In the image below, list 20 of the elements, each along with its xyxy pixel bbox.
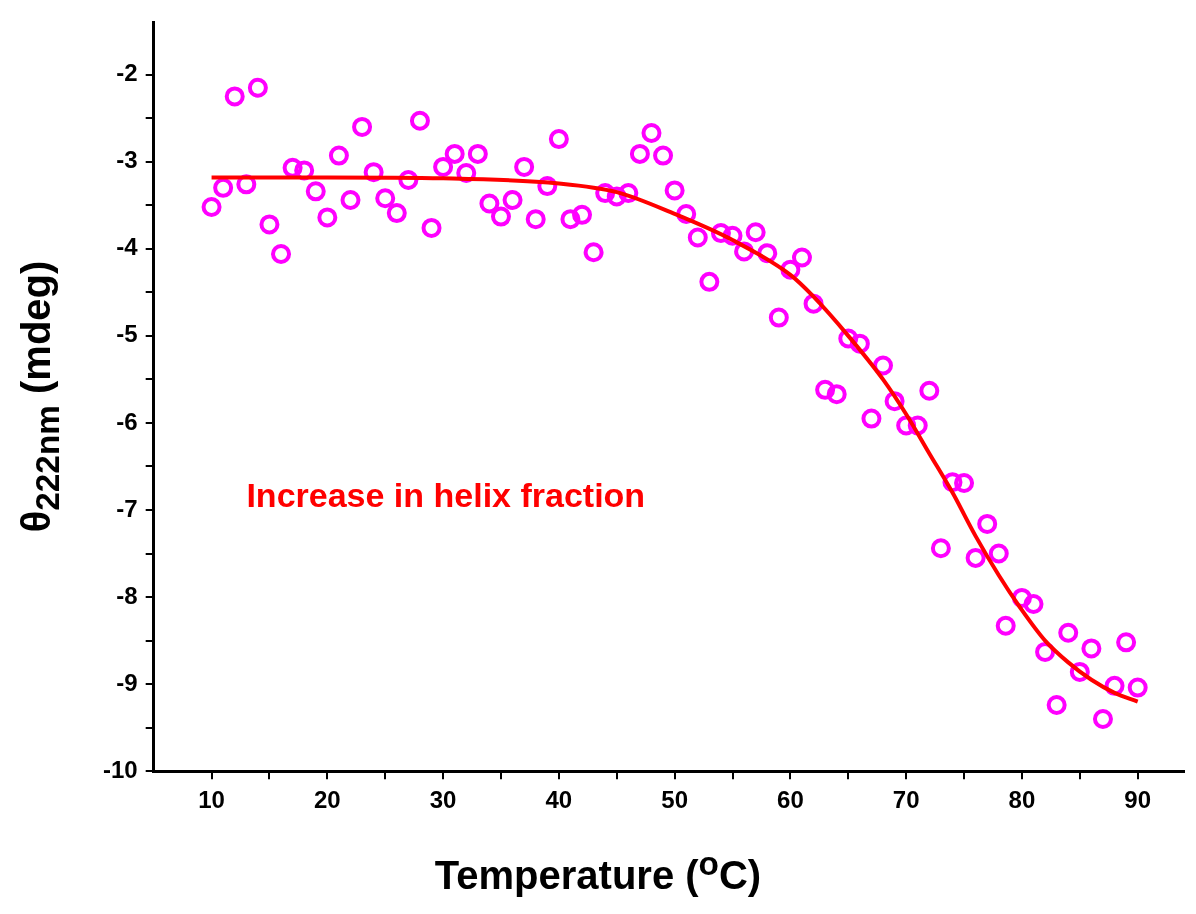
x-tick-label: 30 [429,786,457,814]
x-tick-label: 50 [661,786,688,814]
x-axis-title: Temperature ($^{o}$C) [433,845,763,899]
y-tick-label: -4 [116,233,139,261]
annotation: Increase in helix fraction [246,476,646,515]
x-tick-label: 80 [1008,786,1036,814]
x-tick-label: 10 [198,786,225,814]
x-tick-label: 20 [313,786,341,814]
y-tick-label: -5 [116,320,138,348]
x-tick-label: 90 [1124,786,1152,814]
y-tick-label: -7 [116,494,138,522]
y-tick-label: -9 [116,668,138,696]
x-tick-label: 40 [545,786,573,814]
y-tick-label: -3 [116,146,138,174]
y-tick-label: -8 [116,581,138,609]
y-tick-label: -6 [116,407,138,435]
x-tick-label: 70 [892,786,920,814]
y-tick-label: -2 [116,59,138,87]
x-tick-label: 60 [777,786,804,814]
y-tick-label: -10 [103,755,138,783]
